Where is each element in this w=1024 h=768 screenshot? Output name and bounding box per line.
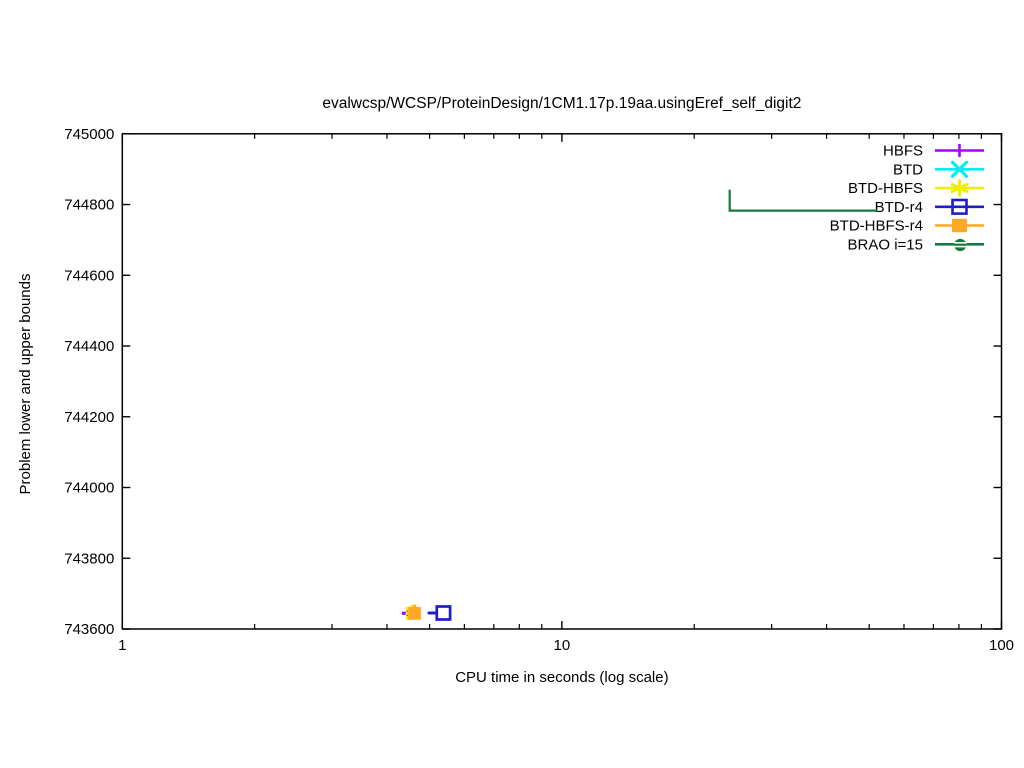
svg-text:BTD-r4: BTD-r4 [875,199,923,216]
svg-text:100: 100 [989,637,1014,654]
svg-text:744600: 744600 [64,267,114,284]
svg-text:744000: 744000 [64,480,114,497]
svg-text:745000: 745000 [64,126,114,143]
svg-text:BTD-HBFS: BTD-HBFS [848,180,923,197]
svg-text:BTD-HBFS-r4: BTD-HBFS-r4 [830,218,923,235]
svg-text:BTD: BTD [893,161,923,178]
svg-text:CPU time in seconds (log scale: CPU time in seconds (log scale) [455,669,668,686]
svg-text:744400: 744400 [64,338,114,355]
svg-text:Problem lower and upper bounds: Problem lower and upper bounds [17,274,34,495]
svg-text:HBFS: HBFS [883,143,923,160]
svg-text:744200: 744200 [64,409,114,426]
svg-text:743800: 743800 [64,550,114,567]
svg-text:743600: 743600 [64,621,114,638]
svg-text:1: 1 [118,637,126,654]
svg-text:10: 10 [554,637,571,654]
svg-text:evalwcsp/WCSP/ProteinDesign/1C: evalwcsp/WCSP/ProteinDesign/1CM1.17p.19a… [322,95,801,112]
svg-text:BRAO i=15: BRAO i=15 [848,236,923,253]
svg-text:744800: 744800 [64,197,114,214]
